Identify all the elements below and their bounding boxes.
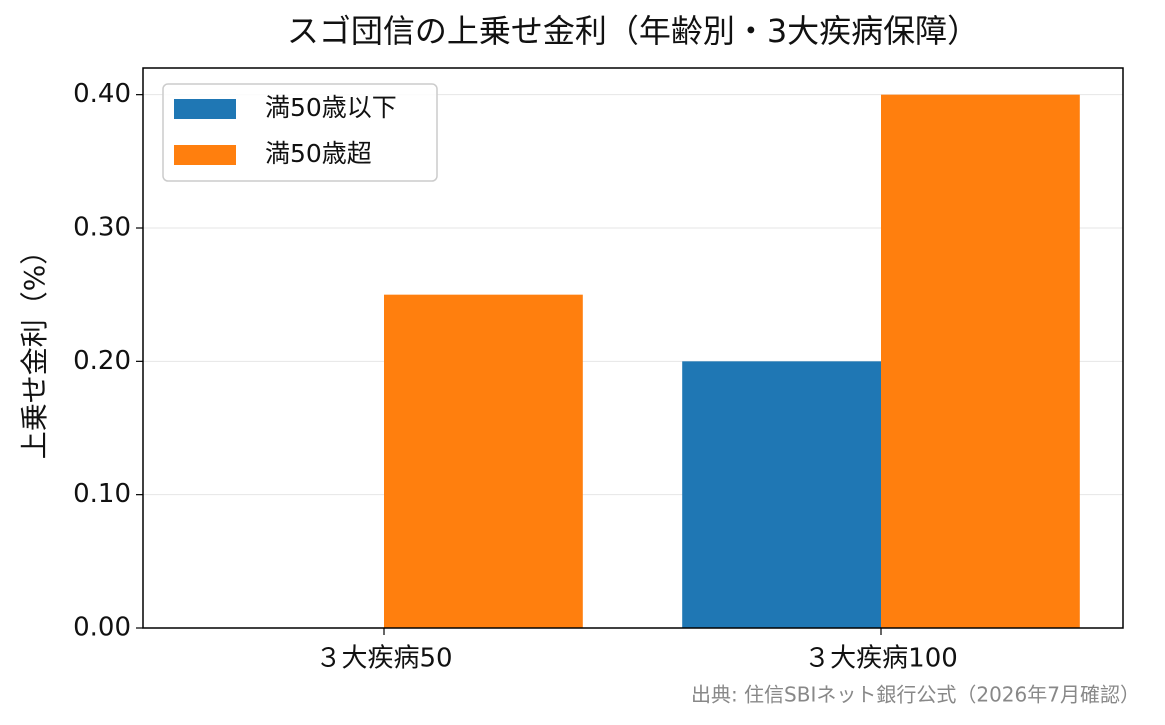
source-note: 出典: 住信SBIネット銀行公式（2026年7月確認） [691,683,1140,707]
y-tick-label: 0.40 [73,79,131,109]
y-tick-label: 0.20 [73,346,131,376]
y-tick-label: 0.10 [73,479,131,509]
legend-label: 満50歳以下 [265,93,397,122]
bar [881,94,1080,628]
legend-swatch [174,145,236,165]
y-tick-label: 0.00 [73,613,131,643]
chart-title: スゴ団信の上乗せ金利（年齢別・3大疾病保障） [287,12,979,50]
y-axis-label: 上乗せ金利（%） [18,237,51,460]
bar [682,361,881,628]
legend-label: 満50歳超 [265,139,372,168]
bar [384,294,583,628]
x-tick-label: ３大疾病100 [804,644,958,674]
x-tick-label: ３大疾病50 [315,644,452,674]
plot-frame [142,67,1124,629]
legend-swatch [174,99,236,119]
y-tick-label: 0.30 [73,213,131,243]
